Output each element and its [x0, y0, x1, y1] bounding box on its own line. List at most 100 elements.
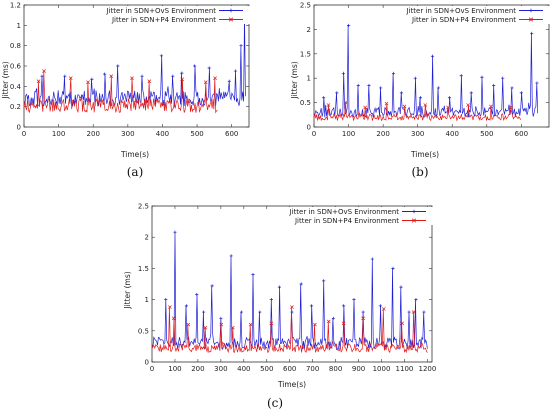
- spike-marker: [277, 285, 281, 289]
- spike-marker: [186, 322, 191, 327]
- x-tick-label: 300: [121, 130, 134, 138]
- spike-marker: [509, 105, 513, 110]
- spike-marker: [341, 321, 346, 326]
- spike-marker: [413, 76, 417, 80]
- x-tick-label: 100: [168, 365, 181, 373]
- spike-marker: [510, 86, 514, 90]
- y-tick-label: 0.2: [10, 103, 21, 111]
- spike-marker: [519, 91, 523, 95]
- x-tick-label: 1100: [396, 365, 414, 373]
- series-line-b-2: [313, 102, 522, 122]
- spike-marker: [168, 305, 172, 309]
- spike-marker: [418, 96, 423, 100]
- spike-marker: [251, 273, 255, 277]
- spike-marker: [130, 76, 134, 81]
- spike-marker: [193, 64, 197, 68]
- x-tick-label: 100: [52, 130, 65, 138]
- spike-marker: [180, 71, 184, 75]
- x-axis-label-b: Time(s): [410, 150, 439, 159]
- x-tick-label: 0: [312, 130, 316, 138]
- plot-frame: [23, 4, 250, 128]
- spike-marker: [399, 91, 404, 95]
- legend-marker: [411, 218, 417, 223]
- x-tick-label: 900: [352, 365, 365, 373]
- spike-marker: [322, 279, 326, 283]
- plot-area-c: 0 100 200 300 400 500 600 700 800 900 1000 1100 1200…: [138, 203, 436, 374]
- spike-marker: [322, 96, 326, 100]
- spike-marker: [341, 71, 345, 75]
- legend-marker: [229, 8, 233, 13]
- y-tick-label: 1.5: [300, 50, 311, 58]
- spike-marker: [361, 310, 365, 314]
- legend-bg: [101, 6, 251, 15]
- y-axis-label-c: Jitter (ms): [123, 271, 132, 309]
- spike-marker: [400, 321, 405, 326]
- spike-marker: [326, 319, 331, 324]
- spike-marker: [414, 298, 418, 302]
- spike-marker: [361, 316, 365, 321]
- spike-marker: [459, 74, 463, 78]
- y-tick-label: 2: [307, 26, 311, 34]
- spike-marker: [489, 104, 493, 109]
- plot-area-a: 0 100 200 300 400 500 600 0 0.2 0.4 0.6 0.8 1 1.2 Jitt…: [10, 2, 251, 138]
- spike-marker: [109, 74, 114, 79]
- x-tick-label: 1200: [418, 365, 436, 373]
- spike-marker: [207, 66, 211, 70]
- y-tick-label: 0: [145, 359, 149, 367]
- spike-marker: [367, 83, 371, 88]
- legend-bg: [284, 216, 434, 225]
- y-tick-label: 2: [145, 234, 149, 242]
- spike-marker: [422, 310, 426, 314]
- legend-entry-label: Jitter in SDN+P4 Environment: [294, 217, 399, 225]
- spike-marker: [184, 304, 189, 308]
- legend-marker: [412, 209, 416, 214]
- x-tick-label: 800: [329, 365, 342, 373]
- spike-marker: [423, 103, 428, 107]
- spike-marker: [335, 91, 339, 95]
- spike-marker: [290, 310, 294, 314]
- spike-marker: [469, 91, 473, 95]
- x-tick-label: 600: [515, 130, 528, 138]
- x-axis-label-a: Time(s): [120, 150, 149, 159]
- spike-marker: [180, 77, 185, 82]
- spike-marker: [342, 304, 346, 308]
- spike-marker: [326, 103, 331, 107]
- chart-panel-b: 0 100 200 300 400 500 600 0 0.5 1 1.5 2 2.5 Jitter in…: [290, 2, 550, 179]
- spike-marker: [230, 325, 235, 330]
- legend-entry-label: Jitter in SDN+OvS Environment: [406, 7, 517, 15]
- x-tick-label: 200: [87, 130, 100, 138]
- x-tick-label: 300: [411, 130, 424, 138]
- series-line-c-2: [151, 307, 428, 354]
- chart-panel-a: 0 100 200 300 400 500 600 0 0.2 0.4 0.6 0.8 1 1.2 Jitt…: [1, 2, 251, 179]
- y-tick-label: 0.5: [138, 327, 149, 335]
- x-tick-label: 200: [376, 130, 389, 138]
- legend-bg: [284, 207, 434, 216]
- spike-marker: [378, 304, 382, 308]
- spike-marker: [309, 304, 314, 308]
- spike-marker: [36, 79, 41, 84]
- spike-marker: [140, 74, 144, 78]
- spike-marker: [40, 74, 44, 78]
- spike-marker: [42, 69, 46, 73]
- x-tick-label: 600: [225, 130, 238, 138]
- spike-marker: [269, 298, 273, 302]
- x-tick-label: 500: [190, 130, 203, 138]
- spike-marker: [391, 71, 396, 75]
- legend-entry-label: Jitter in SDN+P4 Environment: [111, 16, 216, 24]
- spike-marker: [219, 316, 223, 320]
- spike-marker: [171, 316, 176, 321]
- panel-caption-b: (b): [411, 165, 428, 179]
- x-tick-label: 400: [446, 130, 459, 138]
- spike-marker: [147, 79, 152, 84]
- spike-marker: [299, 282, 303, 286]
- x-tick-label: 100: [342, 130, 355, 138]
- spike-marker: [227, 79, 231, 83]
- x-tick-label: 500: [480, 130, 493, 138]
- legend-bg: [401, 6, 550, 15]
- y-tick-label: 0.8: [10, 42, 21, 50]
- spike-marker: [346, 23, 351, 28]
- spike-marker: [402, 104, 407, 109]
- spike-marker: [370, 257, 374, 261]
